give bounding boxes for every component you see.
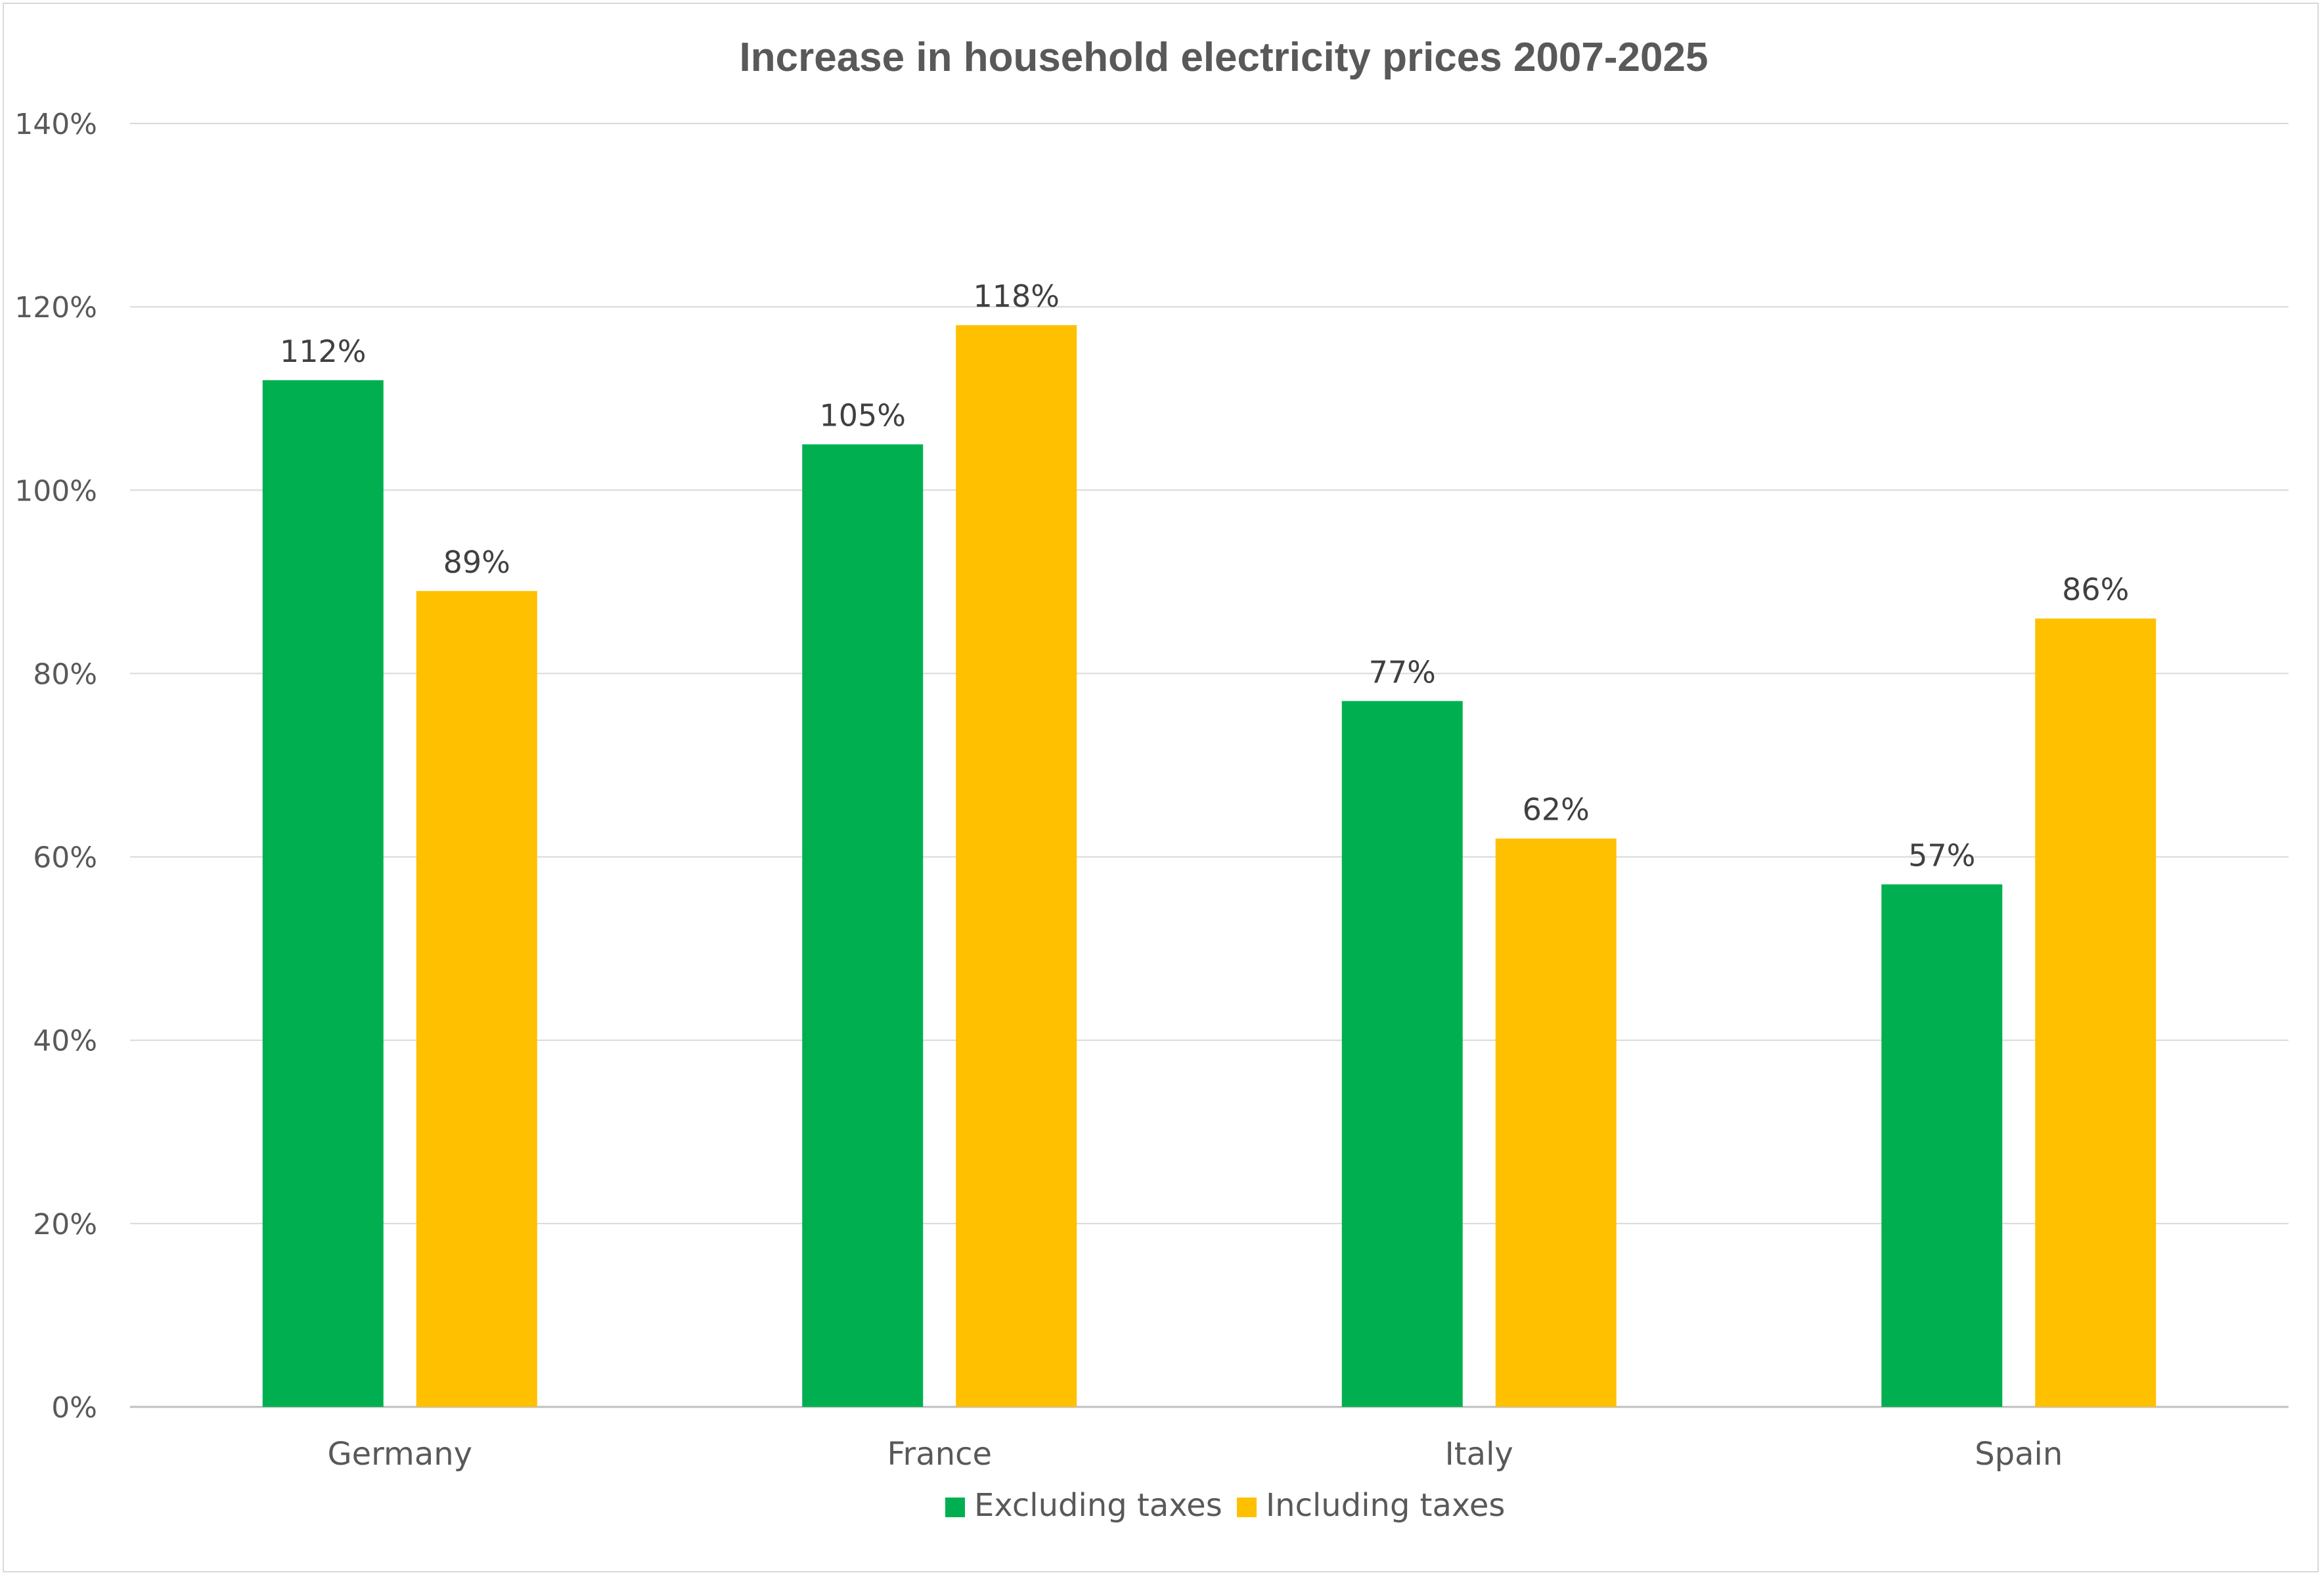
bar [1495,838,1617,1407]
chart-frame: Increase in household electricity prices… [3,3,2319,1572]
x-category-label: France [887,1436,992,1473]
data-label: 77% [1369,654,1436,690]
bar [2035,618,2156,1407]
data-label: 112% [280,334,367,369]
legend-swatch [945,1498,965,1517]
y-axis-ticks: 0% 20% 40% 60% 80% 100% 120% 140% [14,108,97,1425]
legend-swatch [1237,1498,1257,1517]
bar [956,325,1077,1407]
y-tick-label: 120% [14,291,97,324]
bars [262,325,2156,1408]
data-labels: 112% 89% 105% 118% 77% 62% 57% 86% [280,278,2129,873]
legend: Excluding taxes Including taxes [945,1487,1505,1524]
chart-title: Increase in household electricity prices… [740,35,1709,80]
data-label: 57% [1908,837,1975,873]
bar [1341,701,1463,1407]
legend-label: Including taxes [1266,1487,1505,1524]
y-tick-label: 40% [33,1025,97,1058]
x-category-label: Germany [327,1436,472,1473]
x-axis-categories: Germany France Italy Spain [327,1436,2063,1473]
y-tick-label: 100% [14,474,97,508]
chart-svg: Increase in household electricity prices… [14,35,2289,1524]
x-category-label: Spain [1975,1436,2063,1473]
y-tick-label: 60% [33,841,97,875]
y-tick-label: 140% [14,108,97,141]
legend-label: Excluding taxes [974,1487,1222,1524]
bar [416,590,537,1408]
data-label: 62% [1523,792,1590,828]
y-tick-label: 20% [33,1208,97,1241]
bar [802,444,924,1407]
data-label: 86% [2062,572,2129,608]
bar [262,380,384,1407]
y-tick-label: 0% [51,1391,97,1425]
y-tick-label: 80% [33,657,97,691]
x-category-label: Italy [1445,1436,1513,1473]
data-label: 105% [819,398,906,433]
bar [1881,884,2003,1407]
data-label: 89% [443,544,510,580]
data-label: 118% [973,278,1060,314]
